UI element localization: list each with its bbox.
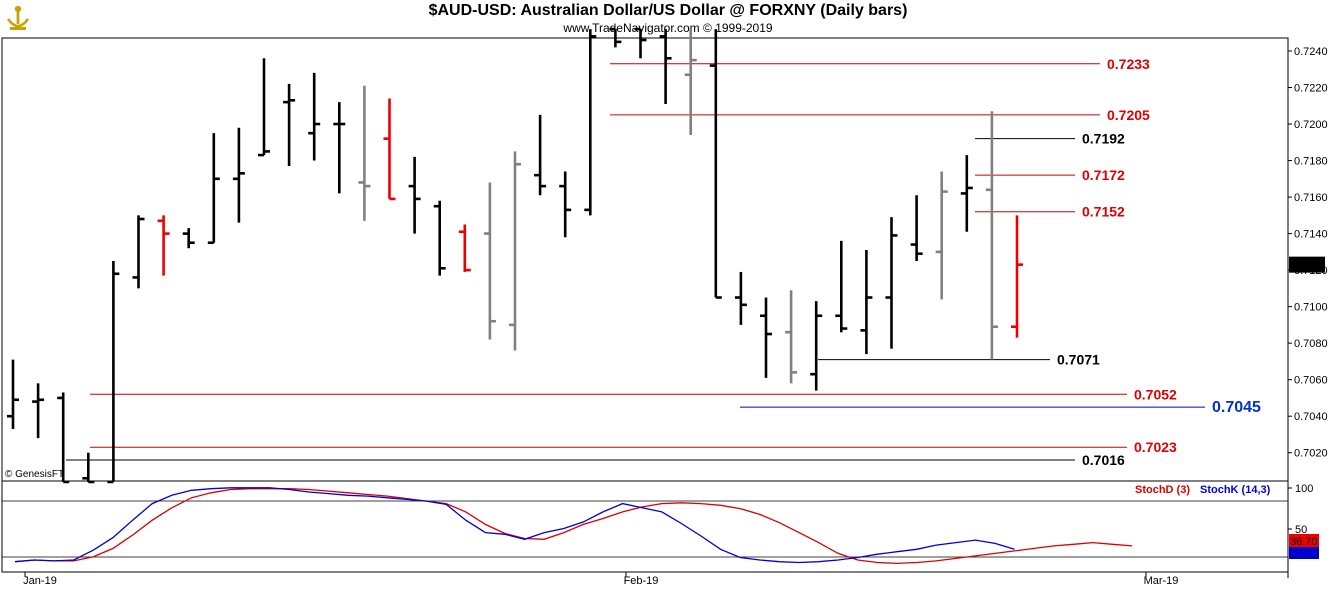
level-label: 0.7052 [1134, 386, 1177, 402]
price-bar [433, 200, 446, 276]
price-bar [634, 27, 647, 59]
price-bar [283, 83, 296, 167]
price-bar [760, 297, 772, 378]
price-bar [835, 240, 848, 333]
stoch-panel-frame [1, 480, 1289, 573]
date-axis-label: Jan-19 [23, 575, 57, 587]
price-axis-tick-label: 0.7240 [1294, 46, 1328, 58]
price-bar [709, 29, 722, 299]
level-label: 0.7045 [1212, 399, 1261, 416]
price-bar [534, 114, 547, 196]
price-axis-tick-label: 0.7080 [1294, 338, 1328, 350]
level-label: 0.7023 [1134, 439, 1177, 455]
price-bar [308, 72, 321, 161]
date-axis-label: Mar-19 [1144, 575, 1179, 587]
price-bar [157, 215, 170, 276]
last-price-marker: 0.7123 [1289, 256, 1325, 273]
price-bar [1011, 215, 1023, 338]
level-label: 0.7192 [1082, 131, 1125, 147]
last-price-box [1289, 256, 1325, 273]
price-bar [960, 155, 973, 232]
level-label: 0.7071 [1057, 352, 1100, 368]
price-bar [785, 290, 798, 384]
price-bar [584, 29, 597, 216]
price-bar [734, 271, 747, 325]
price-bar [609, 27, 622, 48]
price-bar [57, 392, 70, 484]
price-axis-tick-label: 0.7140 [1294, 229, 1328, 241]
price-bar [383, 98, 396, 201]
price-bar [207, 133, 220, 245]
price-bar [232, 127, 245, 223]
stoch-d-line [14, 488, 1133, 565]
price-panel-frame [1, 37, 1289, 482]
price-bar [107, 260, 120, 484]
stoch-d-legend: StochD (3) [1135, 484, 1190, 496]
level-label: 0.7205 [1107, 107, 1150, 123]
chart-title: $AUD-USD: Australian Dollar/US Dollar @ … [428, 2, 908, 19]
price-axis-tick-label: 0.7220 [1294, 83, 1328, 95]
price-bar [408, 156, 421, 234]
price-bar [935, 171, 948, 300]
stoch-k-marker [1289, 547, 1319, 559]
stoch-axis-tick-label: 50 [1295, 524, 1307, 536]
price-bar [910, 195, 923, 261]
price-axis-tick-label: 0.7180 [1294, 156, 1328, 168]
stoch-last-box [1289, 534, 1319, 547]
price-bar [132, 215, 145, 289]
price-bar [258, 58, 270, 157]
price-bar [32, 383, 45, 439]
stoch-legend: StochD (3) StochK (14,3) [1135, 484, 1271, 496]
genesis-credit: © GenesisFT [5, 469, 64, 480]
price-bar [82, 452, 95, 484]
price-axis-tick-label: 0.7160 [1294, 192, 1328, 204]
level-label: 0.7016 [1082, 452, 1125, 468]
stoch-k-line [14, 487, 1015, 564]
price-bar [509, 151, 521, 351]
stoch-last-label: 36.70 [1290, 536, 1318, 548]
date-axis-label: Feb-19 [624, 575, 659, 587]
price-axis-tick-label: 0.7040 [1294, 411, 1328, 423]
bars-layer [7, 27, 1023, 484]
price-bar [985, 111, 998, 360]
level-label: 0.7233 [1107, 56, 1150, 72]
genesis-logo-icon [6, 5, 30, 30]
price-axis-tick-label: 0.7020 [1294, 448, 1328, 460]
price-bar [458, 224, 471, 272]
price-axis-tick-label: 0.7060 [1294, 375, 1328, 387]
stoch-k-legend: StochK (14,3) [1200, 484, 1271, 496]
last-price-label: 0.7123 [1291, 260, 1325, 272]
price-bar [7, 359, 19, 429]
date-axis: Jan-19 Feb-19 Mar-19 [23, 572, 1178, 587]
level-label: 0.7172 [1082, 167, 1125, 183]
price-bar [358, 85, 371, 221]
price-axis: 0.7240 0.7220 0.7200 0.7180 0.7160 0.7140 0.71… [1288, 46, 1328, 460]
level-label: 0.7152 [1082, 204, 1125, 220]
price-bar [483, 182, 496, 340]
price-bar [885, 217, 898, 349]
price-bar [559, 171, 572, 238]
stoch-layer [14, 487, 1133, 565]
price-bar [659, 29, 672, 104]
price-bar [684, 29, 697, 135]
price-bar [860, 250, 873, 355]
price-bar [182, 228, 195, 249]
price-bar [810, 301, 823, 391]
stoch-axis-tick-label: 100 [1295, 483, 1313, 495]
price-axis-tick-label: 0.7200 [1294, 119, 1328, 131]
price-axis-tick-label: 0.7100 [1294, 302, 1328, 314]
levels-layer: 0.7233 0.7205 0.7192 0.7172 0.7152 0.7071 0.70… [66, 56, 1261, 468]
price-bar [333, 102, 346, 194]
